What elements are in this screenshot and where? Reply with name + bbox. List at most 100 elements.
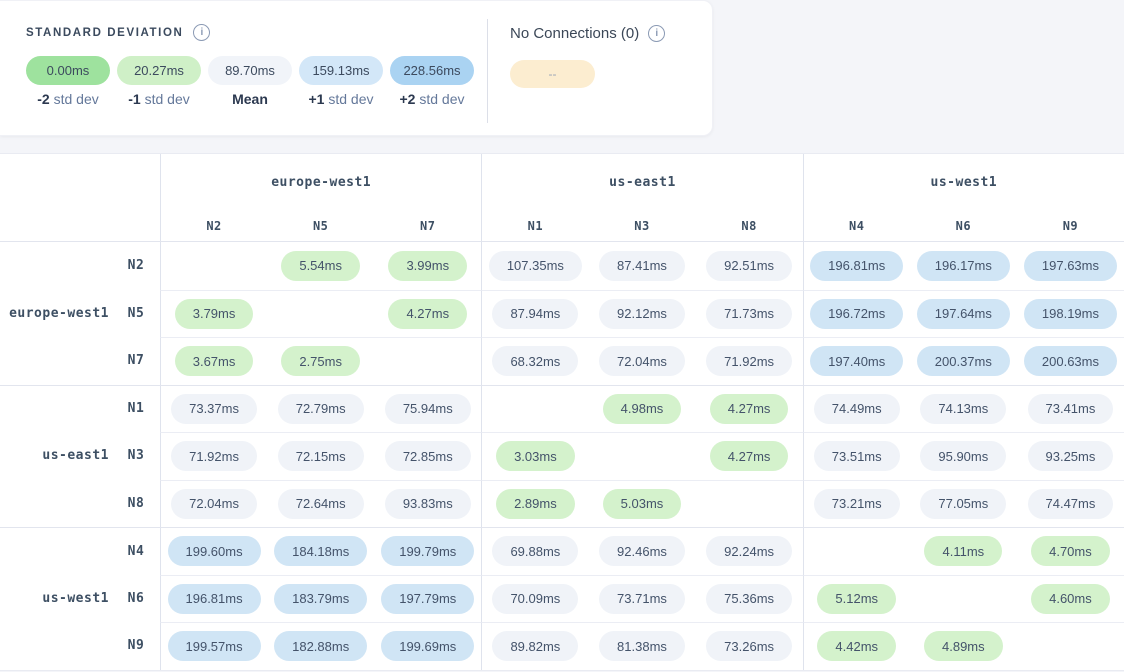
- latency-chip[interactable]: 4.89ms: [924, 631, 1003, 662]
- latency-chip[interactable]: 74.47ms: [1027, 488, 1114, 519]
- latency-chip[interactable]: 92.51ms: [706, 250, 793, 281]
- latency-chip[interactable]: 4.27ms: [709, 441, 789, 472]
- latency-chip[interactable]: 72.64ms: [277, 488, 364, 519]
- latency-chip[interactable]: 71.92ms: [706, 346, 793, 377]
- info-icon[interactable]: i: [193, 24, 211, 41]
- latency-chip[interactable]: 73.51ms: [813, 441, 900, 472]
- latency-cell: 95.90ms: [909, 432, 1017, 480]
- latency-chip[interactable]: 3.99ms: [388, 250, 468, 281]
- latency-chip[interactable]: 75.36ms: [706, 583, 793, 614]
- latency-chip[interactable]: 73.41ms: [1027, 393, 1114, 424]
- latency-chip[interactable]: 2.75ms: [281, 346, 360, 377]
- latency-chip[interactable]: 198.19ms: [1023, 298, 1117, 329]
- info-icon[interactable]: i: [648, 25, 666, 42]
- latency-chip[interactable]: 71.92ms: [171, 441, 257, 472]
- latency-chip[interactable]: 68.32ms: [492, 346, 579, 377]
- latency-cell: 2.75ms: [267, 337, 375, 385]
- latency-chip[interactable]: 72.04ms: [171, 488, 257, 519]
- latency-chip[interactable]: 70.09ms: [492, 583, 579, 614]
- column-group-header: europe-west1: [160, 154, 481, 211]
- latency-chip[interactable]: 72.79ms: [277, 393, 364, 424]
- latency-chip[interactable]: 74.13ms: [920, 393, 1007, 424]
- latency-chip[interactable]: 184.18ms: [274, 536, 368, 567]
- latency-chip[interactable]: 196.81ms: [167, 583, 261, 614]
- latency-chip[interactable]: 92.46ms: [599, 536, 685, 567]
- legend-chip-plus1: 159.13ms: [299, 56, 383, 85]
- latency-chip[interactable]: 182.88ms: [274, 631, 368, 662]
- latency-cell: 3.03ms: [481, 432, 589, 480]
- latency-chip[interactable]: 3.79ms: [174, 298, 254, 329]
- latency-cell: 4.11ms: [909, 527, 1017, 575]
- latency-chip[interactable]: 89.82ms: [492, 631, 579, 662]
- latency-chip[interactable]: 5.03ms: [602, 488, 682, 519]
- latency-chip[interactable]: 200.37ms: [916, 346, 1010, 377]
- latency-chip[interactable]: 77.05ms: [920, 488, 1007, 519]
- latency-chip[interactable]: 196.17ms: [916, 250, 1010, 281]
- latency-chip[interactable]: 73.21ms: [813, 488, 900, 519]
- latency-cell: 107.35ms: [481, 242, 588, 290]
- latency-chip[interactable]: 199.79ms: [381, 536, 475, 567]
- latency-cell: 5.03ms: [588, 479, 696, 528]
- latency-chip[interactable]: 3.67ms: [174, 346, 254, 377]
- latency-chip[interactable]: 72.04ms: [599, 346, 685, 377]
- latency-chip[interactable]: 4.11ms: [924, 536, 1003, 567]
- latency-chip[interactable]: 200.63ms: [1023, 346, 1117, 377]
- latency-chip[interactable]: 5.12ms: [817, 583, 897, 614]
- latency-cell: 4.60ms: [1016, 574, 1124, 623]
- latency-chip[interactable]: 197.79ms: [381, 583, 475, 614]
- latency-cell: 200.37ms: [909, 337, 1017, 385]
- latency-cell: 77.05ms: [909, 479, 1017, 528]
- latency-chip[interactable]: 95.90ms: [920, 441, 1007, 472]
- legend-label-mean: Mean: [208, 91, 292, 107]
- latency-chip[interactable]: 2.89ms: [496, 488, 575, 519]
- latency-chip[interactable]: 4.60ms: [1031, 583, 1110, 614]
- latency-chip[interactable]: 81.38ms: [599, 631, 685, 662]
- latency-chip[interactable]: 74.49ms: [813, 393, 900, 424]
- latency-chip[interactable]: 197.63ms: [1023, 250, 1117, 281]
- latency-chip[interactable]: 183.79ms: [274, 583, 368, 614]
- latency-chip[interactable]: 4.70ms: [1031, 536, 1110, 567]
- latency-chip[interactable]: 73.71ms: [599, 583, 685, 614]
- latency-chip[interactable]: 4.42ms: [817, 631, 897, 662]
- latency-chip[interactable]: 72.85ms: [384, 441, 471, 472]
- latency-chip[interactable]: 87.94ms: [492, 298, 579, 329]
- legend-label-bold: -2: [37, 91, 50, 107]
- row-node-label: N6: [127, 590, 145, 606]
- latency-chip[interactable]: 199.69ms: [381, 631, 475, 662]
- latency-chip[interactable]: 93.25ms: [1027, 441, 1114, 472]
- latency-chip[interactable]: 199.57ms: [167, 631, 261, 662]
- latency-chip[interactable]: 73.37ms: [171, 393, 257, 424]
- latency-chip[interactable]: 197.64ms: [916, 298, 1010, 329]
- latency-cell: 182.88ms: [267, 622, 375, 670]
- latency-chip[interactable]: 4.27ms: [388, 298, 468, 329]
- latency-cell: 198.19ms: [1016, 289, 1124, 338]
- latency-chip[interactable]: 5.54ms: [281, 250, 360, 281]
- latency-chip[interactable]: 72.15ms: [277, 441, 364, 472]
- latency-chip[interactable]: 197.40ms: [810, 346, 904, 377]
- latency-chip[interactable]: 69.88ms: [492, 536, 579, 567]
- legend-label-rest: std dev: [415, 91, 465, 107]
- legend-label-bold: +2: [399, 91, 416, 107]
- row-header: europe-west1 N5: [0, 290, 160, 338]
- latency-chip[interactable]: 73.26ms: [706, 631, 793, 662]
- latency-chip[interactable]: 4.27ms: [709, 393, 789, 424]
- latency-chip[interactable]: 107.35ms: [488, 250, 582, 281]
- latency-chip[interactable]: 92.24ms: [706, 536, 793, 567]
- latency-cell: 73.71ms: [588, 574, 696, 623]
- row-region-label: us-east1: [42, 448, 109, 464]
- latency-chip[interactable]: 199.60ms: [167, 536, 261, 567]
- legend-chip-mean: 89.70ms: [208, 56, 292, 85]
- latency-cell: 183.79ms: [267, 574, 375, 623]
- latency-chip[interactable]: 196.81ms: [810, 250, 904, 281]
- latency-chip[interactable]: 71.73ms: [706, 298, 793, 329]
- row-node-label: N9: [127, 638, 145, 654]
- latency-chip[interactable]: 4.98ms: [602, 393, 682, 424]
- latency-chip[interactable]: 87.41ms: [599, 250, 685, 281]
- latency-chip[interactable]: 75.94ms: [384, 393, 471, 424]
- latency-chip[interactable]: 93.83ms: [384, 488, 471, 519]
- row-node-label: N1: [127, 401, 145, 417]
- latency-chip[interactable]: 92.12ms: [599, 298, 685, 329]
- latency-chip[interactable]: 196.72ms: [810, 298, 904, 329]
- column-group-header: us-west1: [802, 154, 1124, 211]
- latency-chip[interactable]: 3.03ms: [496, 441, 575, 472]
